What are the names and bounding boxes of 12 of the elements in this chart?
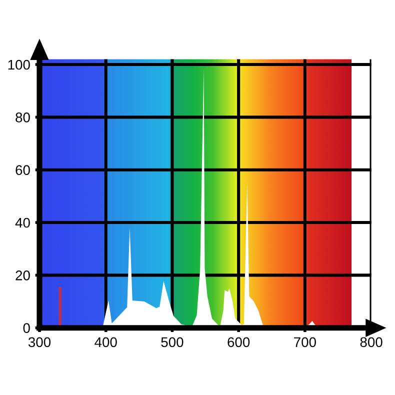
y-tick-label: 40	[15, 218, 30, 228]
y-tick-label: 80	[16, 112, 30, 122]
x-tick-label: 400	[94, 337, 117, 348]
x-tick-label: 300	[28, 337, 51, 348]
x-tick-label: 500	[161, 337, 184, 348]
x-tick-label: 600	[228, 337, 250, 348]
x-tick-label: 800	[360, 337, 382, 348]
y-tick-label: 60	[16, 165, 30, 176]
y-tick-label: 0	[23, 323, 30, 334]
y-tick-label: 20	[16, 270, 30, 280]
y-tick-label: 100	[8, 60, 30, 70]
x-tick-label: 700	[294, 337, 316, 348]
